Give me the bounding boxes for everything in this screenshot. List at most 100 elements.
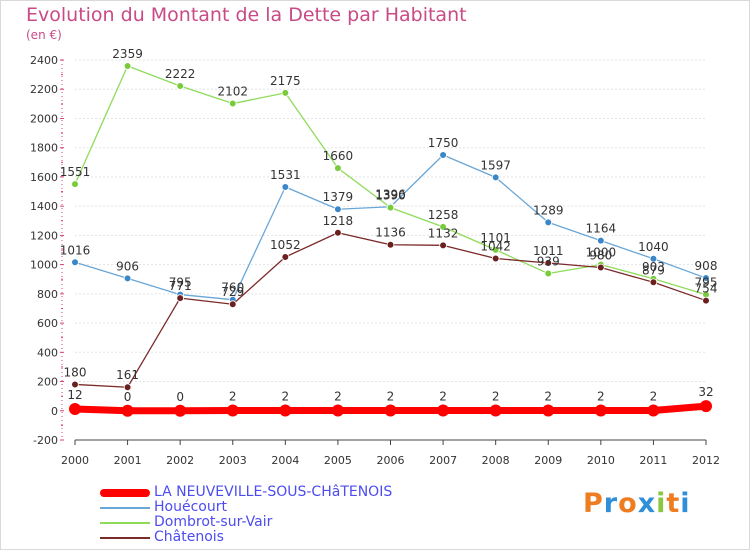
data-label: 795 — [169, 276, 192, 290]
data-point — [228, 99, 237, 108]
x-tick-label: 2003 — [219, 454, 247, 467]
logo-letter: P — [583, 488, 604, 519]
data-point — [594, 404, 607, 417]
data-point — [702, 296, 710, 305]
data-label: 1660 — [323, 149, 354, 163]
data-point — [386, 203, 395, 212]
data-point — [71, 380, 79, 389]
x-tick-label: 2005 — [324, 454, 352, 467]
legend-label: Châtenois — [154, 529, 224, 545]
data-point — [123, 62, 132, 70]
data-label: 1000 — [586, 246, 617, 260]
data-label: 1258 — [428, 208, 459, 222]
data-point — [226, 404, 239, 417]
data-point — [491, 254, 500, 263]
data-point — [123, 383, 132, 392]
data-point — [71, 180, 79, 188]
data-point — [334, 205, 342, 214]
data-point — [281, 183, 290, 191]
data-point — [176, 294, 184, 302]
series-layer — [69, 62, 712, 417]
data-label: 32 — [698, 385, 713, 399]
x-tick-label: 2012 — [692, 454, 720, 467]
data-point — [121, 404, 134, 417]
y-tick-label: 2400 — [30, 54, 58, 67]
data-label: 1040 — [638, 240, 669, 254]
data-label: 1551 — [60, 165, 91, 179]
legend-swatch — [100, 507, 150, 509]
data-label: 1136 — [375, 226, 406, 240]
data-label: 906 — [116, 259, 139, 273]
data-point — [228, 300, 237, 309]
data-label: 2 — [492, 389, 500, 403]
logo-letter: o — [618, 488, 638, 519]
data-label: 1016 — [60, 243, 91, 257]
data-label: 1052 — [270, 238, 301, 252]
data-point — [437, 404, 450, 417]
data-point — [542, 404, 555, 417]
data-label: 180 — [64, 365, 87, 379]
data-point — [597, 263, 605, 272]
data-point — [71, 258, 79, 267]
data-label: 2 — [544, 389, 552, 403]
data-label: 2 — [650, 389, 658, 403]
y-tick-label: 400 — [37, 346, 58, 359]
data-point — [491, 246, 500, 254]
y-tick-label: 1600 — [30, 171, 58, 184]
x-tick-label: 2009 — [534, 454, 562, 467]
y-tick-label: 1800 — [30, 142, 58, 155]
data-label: 12 — [67, 388, 82, 402]
data-label: 1132 — [428, 226, 459, 240]
data-label: 908 — [695, 259, 718, 273]
data-label: 1011 — [533, 244, 564, 258]
x-tick-label: 2000 — [61, 454, 89, 467]
x-tick-label: 2006 — [377, 454, 405, 467]
data-label: 0 — [124, 390, 132, 404]
data-point — [439, 151, 447, 159]
data-label: 1750 — [428, 136, 459, 150]
label-layer: 1016 906 795 760 1531 1379 1396 1750 1597 1289 116… — [60, 47, 718, 404]
legend-swatch — [100, 537, 150, 539]
x-tick-label: 2011 — [639, 454, 667, 467]
y-tick-label: -200 — [33, 434, 58, 447]
x-tick-label: 2004 — [271, 454, 299, 467]
data-point — [174, 404, 187, 417]
data-label: 1597 — [480, 158, 511, 172]
x-tick-label: 2010 — [587, 454, 615, 467]
legend-label: Dombrot-sur-Vair — [154, 514, 273, 530]
data-point — [123, 274, 132, 283]
data-label: 2222 — [165, 67, 196, 81]
chart-title: Evolution du Montant de la Dette par Hab… — [26, 4, 467, 26]
data-label: 2175 — [270, 74, 301, 88]
data-label: 2 — [439, 389, 447, 403]
data-label: 980 — [589, 249, 612, 263]
data-label: 1379 — [323, 190, 354, 204]
data-point — [69, 403, 81, 416]
data-label: 2 — [387, 389, 395, 403]
y-tick-label: 800 — [37, 288, 58, 301]
data-label: 760 — [221, 281, 244, 295]
x-tick-label: 2008 — [482, 454, 510, 467]
legend-label: Houécourt — [154, 499, 227, 515]
data-label: 161 — [116, 368, 139, 382]
data-point — [544, 269, 553, 278]
data-point — [491, 173, 500, 182]
data-point — [279, 404, 292, 417]
data-label: 2102 — [217, 85, 248, 99]
data-label: 903 — [642, 260, 665, 274]
data-point — [334, 228, 342, 237]
y-tick-label: 200 — [37, 376, 58, 389]
x-tick-label: 2002 — [166, 454, 194, 467]
data-label: 1396 — [375, 188, 406, 202]
data-point — [281, 89, 290, 97]
data-point — [334, 164, 342, 172]
logo-letter: i — [680, 488, 691, 519]
legend-swatch — [100, 489, 150, 497]
y-tick-label: 600 — [37, 317, 58, 330]
data-label: 939 — [537, 255, 560, 269]
data-label: 2 — [334, 389, 342, 403]
data-point — [649, 254, 658, 263]
y-tick-label: 0 — [51, 405, 58, 418]
line-chart: -200020040060080010001200140016001800200… — [30, 47, 720, 467]
